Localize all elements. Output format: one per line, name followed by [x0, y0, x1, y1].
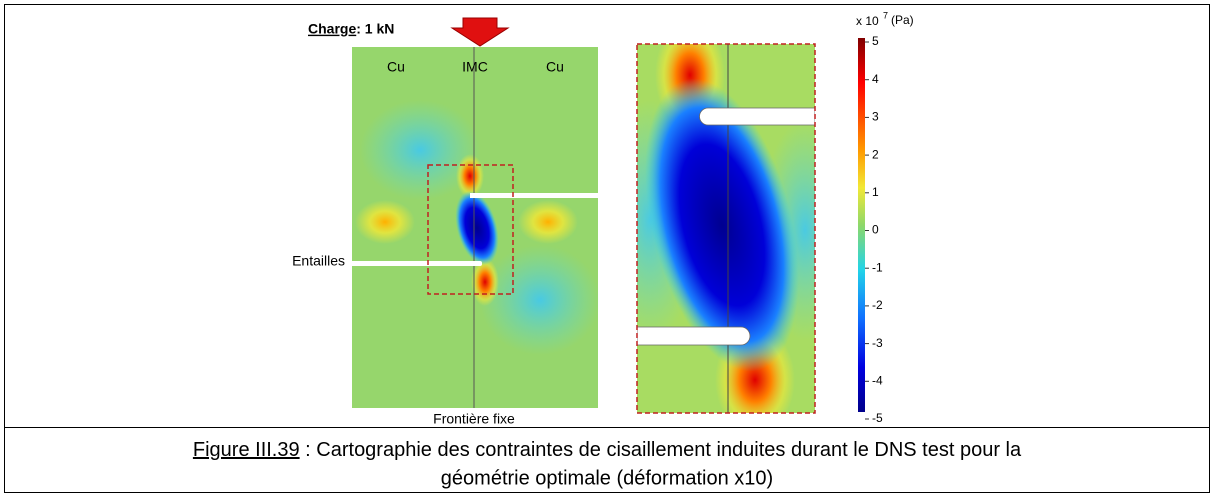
caption-line: Figure III.39 : Cartographie des contrai…	[193, 439, 1022, 461]
colorbar-tick-label: 0	[872, 223, 879, 237]
load-value: : 1 kN	[356, 21, 394, 37]
caption-text: : Cartographie des contraintes de cisail…	[300, 439, 1022, 461]
colorbar-unit: (Pa)	[891, 13, 914, 27]
notch-label: Entailles	[292, 253, 345, 269]
colorbar-exponent: 7	[883, 10, 888, 20]
zoom-view	[636, 43, 816, 414]
colorbar-tick-label: -4	[872, 373, 883, 387]
full-model	[350, 47, 600, 408]
material-label: Cu	[387, 59, 405, 75]
colorbar-tick-label: -5	[872, 411, 883, 425]
colorbar-tick-label: 5	[872, 34, 879, 48]
colorbar-tick-label: -3	[872, 336, 883, 350]
material-label: Cu	[546, 59, 564, 75]
caption-label: Figure III.39	[193, 439, 300, 461]
colorbar-ticks: 5 4 3 2 1 0 -1 -2 -3 -4 -5	[865, 34, 883, 425]
boundary-label: Frontière fixe	[433, 411, 515, 427]
material-label: IMC	[462, 59, 488, 75]
colorbar-tick-label: 3	[872, 110, 879, 124]
colorbar-tick-label: 2	[872, 147, 879, 161]
colorbar-multiplier: x 10	[856, 14, 879, 28]
colorbar-tick-label: -1	[872, 260, 883, 274]
caption-line: géométrie optimale (déformation x10)	[441, 467, 773, 489]
load-label: Charge	[308, 21, 356, 37]
load-arrow	[450, 17, 510, 47]
colorbar-tick-label: -2	[872, 298, 883, 312]
colorbar	[858, 38, 865, 412]
colorbar-tick-label: 1	[872, 185, 879, 199]
colorbar-tick-label: 4	[872, 72, 879, 86]
frame	[4, 4, 1210, 493]
